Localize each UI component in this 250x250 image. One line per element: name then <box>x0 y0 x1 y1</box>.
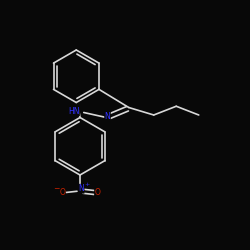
Text: HN: HN <box>68 107 80 116</box>
Text: O: O <box>94 188 100 197</box>
Text: +: + <box>84 182 90 187</box>
Text: O: O <box>60 188 66 197</box>
Text: N: N <box>78 184 84 193</box>
Text: N: N <box>104 112 110 121</box>
Text: −: − <box>53 184 60 193</box>
